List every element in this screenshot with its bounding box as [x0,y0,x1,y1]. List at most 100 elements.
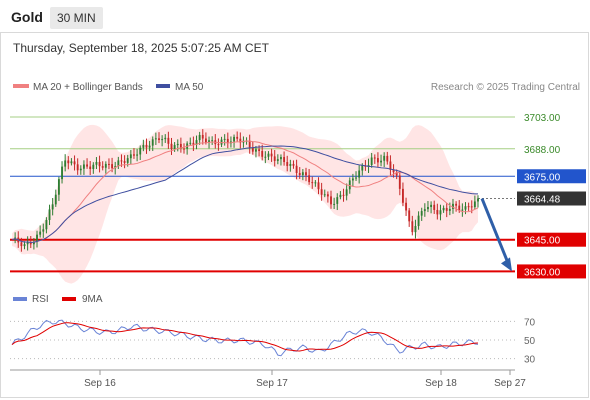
candle-body [470,206,473,208]
candle-body [408,210,411,222]
candle-body [98,161,101,167]
chart-datetime: Thursday, September 18, 2025 5:07:25 AM … [13,41,269,55]
rsi-plot-area: 70 50 30 [10,317,536,366]
candle-body [445,207,448,211]
candle-body [226,138,229,144]
candle-body [295,165,298,173]
candle-body [461,209,464,211]
rsi-ma-legend-swatch [62,297,76,301]
x-tick-label: Sep 18 [425,378,457,389]
candle-body [430,204,433,207]
candle-body [217,144,220,146]
x-tick-label: Sep 17 [256,378,288,389]
candle-body [402,188,404,203]
rsi-ma-line [11,322,479,352]
candle-body [204,138,207,143]
candle-body [417,215,420,227]
candle-body [148,145,151,148]
source-label: Research © 2025 Trading Central [431,82,580,93]
candle-body [355,177,357,179]
level-tag [517,264,586,279]
candle-body [248,140,251,148]
top-bar: Gold 30 MIN [0,0,590,38]
candle-body [283,157,286,163]
candle-body [411,221,414,233]
candle-body [36,234,38,242]
candle-body [427,206,429,210]
candle-body [108,163,110,165]
candle-body [351,178,354,181]
candle-body [311,182,314,184]
candle-body [189,142,192,144]
candle-body [120,160,123,162]
candle-body [70,161,73,164]
candle-body [89,166,92,170]
candle-body [161,139,164,141]
candle-body [361,165,364,171]
candle-body [333,203,336,205]
candle-body [477,198,479,202]
candle-body [298,172,301,176]
projection-arrow [480,197,511,266]
candle-body [101,166,104,168]
candle-body [420,211,423,216]
candle-body [342,194,345,196]
candle-body [92,164,95,170]
candle-body [292,163,295,166]
candle-body [117,160,120,167]
chart-frame [0,32,589,398]
rsi-legend-label: RSI [32,294,49,305]
candle-body [323,194,326,196]
candle-body [273,156,276,161]
candle-body [129,154,132,159]
timeframe-button[interactable]: 30 MIN [50,7,103,29]
candle-body [211,140,214,142]
candle-body [383,155,386,161]
candle-body [373,157,376,159]
candle-body [173,145,176,150]
level-tag [517,169,586,184]
candle-body [261,151,264,157]
candle-body [398,175,401,189]
candle-body [305,172,307,176]
candle-body [42,229,45,232]
candle-body [236,136,239,139]
candle-body [258,149,261,152]
candle-body [23,244,26,247]
candle-body [123,161,126,163]
candle-body [192,142,195,145]
ma20-legend-label: MA 20 + Bollinger Bands [33,82,143,93]
x-axis: Sep 16 Sep 17 Sep 18 Sep 27 [84,370,526,389]
price-plot-area: 3703.00 3688.00 3675.00 3664.48 3645.00 3630.… [10,113,586,284]
candle-body [380,160,382,163]
candle-body [423,209,426,212]
candle-body [183,148,185,150]
candle-body [51,204,54,210]
candle-body [26,242,29,245]
candle-body [317,182,320,190]
candle-body [167,137,170,144]
candle-body [95,161,98,165]
candle-body [111,164,114,169]
candle-body [201,134,204,139]
candle-body [126,158,129,163]
candle-body [136,154,139,156]
candle-body [276,159,279,161]
candle-body [389,161,392,170]
level-label: 3664.48 [524,195,561,206]
candle-body [267,153,270,157]
rsi-legend-swatch [13,297,27,301]
level-label: 3703.00 [524,113,561,124]
candle-body [442,207,445,211]
candle-body [251,147,254,152]
candle-body [133,154,135,156]
candle-body [48,209,51,220]
candle-body [76,164,79,171]
candle-body [195,140,198,145]
candle-body [239,138,242,143]
x-tick-label: Sep 27 [494,378,526,389]
level-label: 3688.00 [524,145,561,156]
candle-body [179,143,182,149]
x-tick-label: Sep 16 [84,378,116,389]
candle-body [142,144,145,148]
